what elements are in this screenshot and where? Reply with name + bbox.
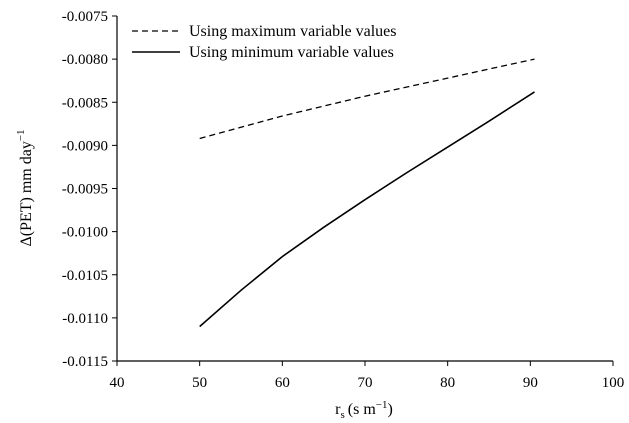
legend: Using maximum variable values Using minim… — [132, 23, 397, 61]
y-axis-title-superscript: −1 — [15, 129, 27, 141]
y-tick-label: -0.0100 — [62, 225, 108, 241]
x-axis-title-units: (s m — [348, 401, 377, 418]
y-tick-label: -0.0115 — [62, 354, 108, 370]
series-max-line — [199, 58, 535, 140]
axes — [116, 16, 613, 362]
y-axis-ticks: -0.0075 -0.0080 -0.0085 -0.0090 -0.0095 -0.01… — [62, 9, 117, 370]
legend-label: Using minimum variable values — [189, 44, 394, 61]
x-tick-label: 60 — [275, 375, 290, 391]
y-tick-label: -0.0105 — [62, 268, 108, 284]
legend-label: Using maximum variable values — [189, 23, 397, 40]
y-axis-title: Δ(PET) mm day−1 — [15, 129, 35, 246]
x-axis-title-subscript: s — [341, 409, 345, 421]
y-tick-label: -0.0075 — [62, 9, 108, 25]
x-tick-label: 90 — [523, 375, 538, 391]
series-min-line — [199, 91, 535, 328]
y-axis-title-main: Δ(PET) mm day — [18, 141, 35, 246]
x-tick-label: 100 — [602, 375, 625, 391]
y-tick-label: -0.0085 — [62, 95, 108, 111]
x-tick-label: 80 — [440, 375, 455, 391]
x-tick-label: 40 — [110, 375, 125, 391]
x-axis-ticks: 40 50 60 70 80 90 100 — [110, 361, 625, 391]
x-axis-title: rs (s m−1) — [335, 399, 393, 421]
y-tick-label: -0.0095 — [62, 182, 108, 198]
x-axis-title-close: ) — [388, 401, 393, 418]
x-tick-label: 50 — [192, 375, 207, 391]
x-axis-title-superscript: −1 — [376, 399, 388, 411]
y-tick-label: -0.0080 — [62, 52, 108, 68]
x-axis-title-main: r — [335, 401, 341, 418]
series-lines — [199, 58, 535, 328]
y-tick-label: -0.0090 — [62, 138, 108, 154]
y-tick-label: -0.0110 — [62, 311, 108, 327]
x-tick-label: 70 — [358, 375, 373, 391]
